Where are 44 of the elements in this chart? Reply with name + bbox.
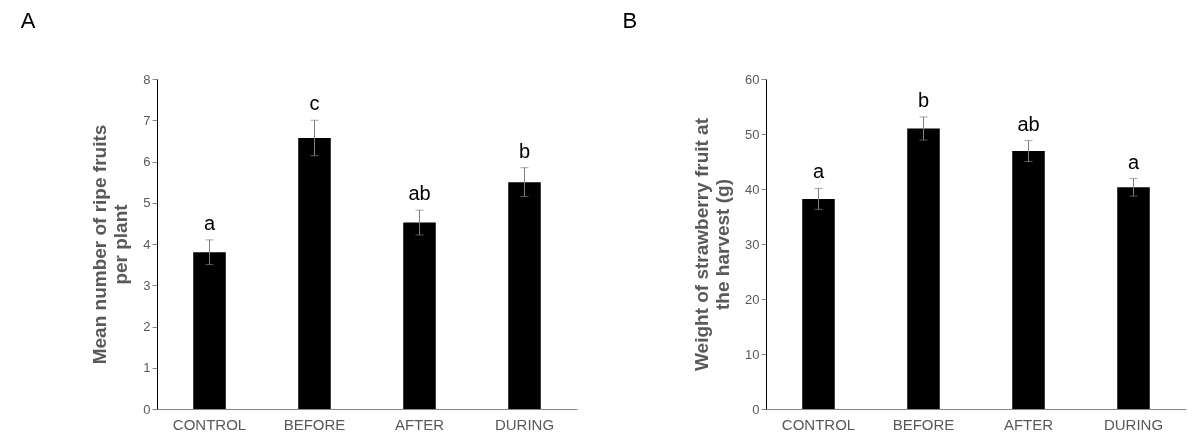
bar — [907, 128, 940, 409]
y-tick-label: 2 — [143, 319, 151, 334]
bar — [508, 182, 541, 409]
bar — [298, 137, 331, 409]
chart-title: A — [20, 8, 36, 33]
y-tick-label: 3 — [143, 277, 151, 293]
y-tick-label: 1 — [143, 360, 151, 376]
x-tick-label: DURING — [1103, 415, 1164, 433]
annotation: ab — [408, 182, 431, 205]
annotation: c — [309, 92, 320, 115]
annotation: a — [203, 211, 216, 234]
bar — [1117, 187, 1150, 409]
x-tick-label: AFTER — [1003, 415, 1054, 433]
y-tick-label: 7 — [143, 112, 151, 128]
y-axis-title: Weight of strawberry fruit at the harvest (g) — [691, 117, 734, 372]
y-tick-label: 0 — [752, 401, 760, 417]
chart-title: B — [622, 8, 638, 33]
y-axis-title: Mean number of ripe fruits per plant — [89, 124, 132, 365]
x-tick-label: CONTROL — [781, 415, 856, 433]
annotation: b — [917, 88, 930, 111]
x-tick-label: CONTROL — [172, 415, 247, 433]
x-tick-label: DURING — [494, 415, 555, 433]
x-tick-label: BEFORE — [283, 415, 346, 433]
y-tick-label: 10 — [745, 346, 760, 362]
bar — [193, 252, 226, 409]
y-tick-label: 50 — [745, 126, 760, 142]
y-tick-label: 20 — [745, 291, 760, 307]
y-tick-label: 60 — [745, 71, 760, 87]
annotation: a — [1127, 150, 1140, 173]
y-tick-label: 40 — [745, 181, 760, 197]
bar — [403, 222, 436, 409]
bar — [802, 198, 835, 409]
y-tick-label: 8 — [143, 71, 151, 87]
annotation: a — [812, 160, 825, 183]
y-tick-label: 5 — [143, 195, 151, 211]
y-tick-label: 6 — [143, 154, 151, 169]
bar — [1012, 151, 1045, 409]
x-tick-label: AFTER — [394, 415, 445, 433]
y-tick-label: 0 — [143, 401, 151, 417]
x-tick-label: BEFORE — [892, 415, 955, 433]
y-tick-label: 30 — [745, 236, 760, 252]
annotation: b — [518, 139, 531, 162]
y-tick-label: 4 — [143, 236, 151, 252]
annotation: ab — [1017, 112, 1040, 135]
